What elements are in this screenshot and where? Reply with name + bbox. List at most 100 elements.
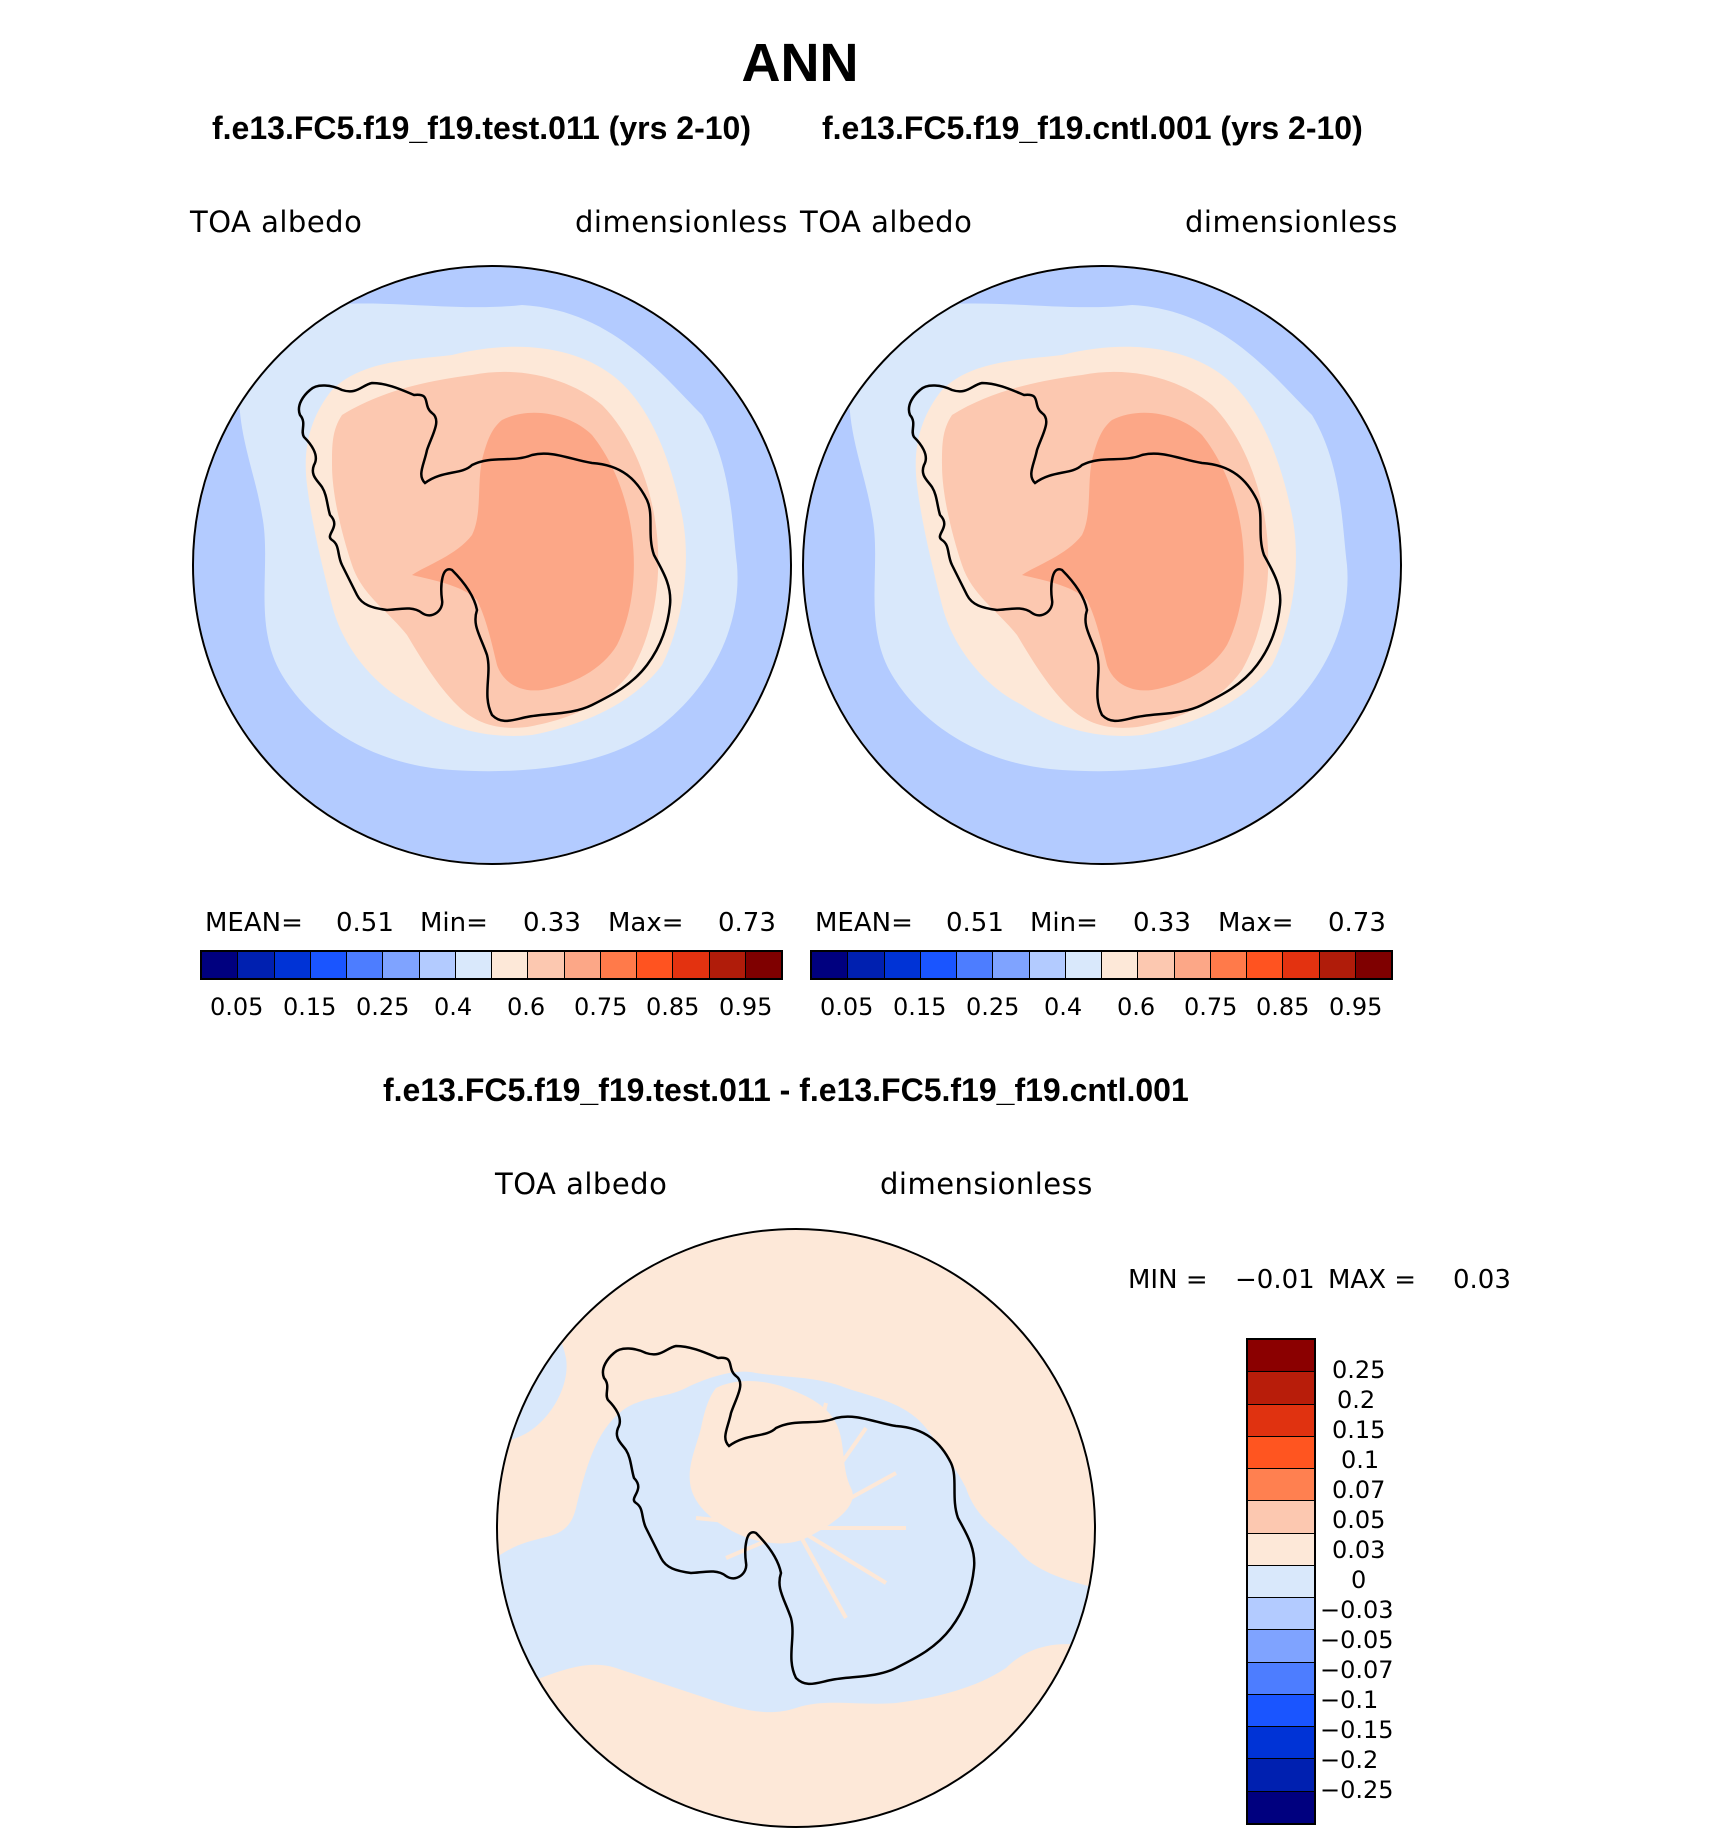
difference-max-value: 0.03 [1453, 1265, 1511, 1295]
colorbar-swatch [1029, 952, 1066, 978]
colorbar-swatch [1248, 1404, 1314, 1437]
colorbar-swatch [1248, 1662, 1314, 1695]
control-colorbar-tick: 0.75 [1184, 993, 1238, 1021]
difference-colorbar-tick: −0.05 [1320, 1626, 1394, 1654]
colorbar-swatch [1248, 1630, 1314, 1663]
colorbar-swatch [637, 952, 674, 978]
colorbar-swatch [1102, 952, 1139, 978]
difference-colorbar-tick: 0.05 [1332, 1506, 1386, 1534]
difference-max-label: MAX = [1328, 1265, 1417, 1295]
control-mean-value: 0.51 [946, 908, 1004, 938]
difference-variable-label: TOA albedo [495, 1167, 668, 1201]
test-min-label: Min= [420, 908, 488, 938]
control-max-value: 0.73 [1328, 908, 1386, 938]
colorbar-swatch [1248, 1694, 1314, 1728]
difference-colorbar-tick: −0.15 [1320, 1716, 1394, 1744]
interior-area [1022, 412, 1244, 691]
test-colorbar-tick: 0.95 [719, 993, 773, 1021]
test-max-value: 0.73 [718, 908, 776, 938]
difference-colorbar-tick: 0.15 [1332, 1416, 1386, 1444]
colorbar-swatch [347, 952, 384, 978]
test-colorbar [200, 950, 783, 980]
colorbar-swatch [1283, 952, 1320, 978]
test-units-label: dimensionless [575, 205, 788, 239]
test-max-label: Max= [608, 908, 684, 938]
difference-colorbar-tick: 0.1 [1341, 1446, 1380, 1474]
colorbar-swatch [1174, 952, 1211, 978]
interior-area [412, 412, 634, 691]
test-min-value: 0.33 [523, 908, 581, 938]
colorbar-swatch [1248, 1340, 1314, 1373]
difference-colorbar-tick: −0.25 [1320, 1776, 1394, 1804]
test-colorbar-tick: 0.05 [210, 993, 264, 1021]
control-map [802, 265, 1402, 865]
colorbar-swatch [1248, 1759, 1314, 1792]
colorbar-swatch [1138, 952, 1175, 978]
control-max-label: Max= [1218, 908, 1294, 938]
colorbar-swatch [238, 952, 275, 978]
difference-colorbar-tick: 0.07 [1332, 1476, 1386, 1504]
difference-colorbar-tick: 0.2 [1337, 1386, 1376, 1414]
colorbar-swatch [957, 952, 994, 978]
test-mean-label: MEAN= [205, 908, 303, 938]
test-colorbar-tick: 0.75 [574, 993, 628, 1021]
control-min-value: 0.33 [1133, 908, 1191, 938]
negative-difference-area [498, 1371, 1094, 1713]
colorbar-swatch [1248, 1565, 1314, 1599]
colorbar-swatch [709, 952, 746, 978]
control-min-label: Min= [1030, 908, 1098, 938]
difference-colorbar-tick: 0.03 [1332, 1536, 1386, 1564]
control-variable-label: TOA albedo [800, 205, 973, 239]
colorbar-swatch [1247, 952, 1284, 978]
difference-colorbar-tick: −0.2 [1320, 1746, 1379, 1774]
colorbar-swatch [673, 952, 710, 978]
colorbar-swatch [202, 952, 239, 978]
control-colorbar-tick: 0.6 [1117, 993, 1156, 1021]
control-colorbar-tick: 0.25 [966, 993, 1020, 1021]
colorbar-swatch [564, 952, 601, 978]
test-colorbar-tick: 0.15 [283, 993, 337, 1021]
control-units-label: dimensionless [1185, 205, 1398, 239]
colorbar-swatch [600, 952, 637, 978]
colorbar-swatch [274, 952, 311, 978]
colorbar-swatch [920, 952, 957, 978]
control-colorbar-tick: 0.4 [1044, 993, 1083, 1021]
difference-colorbar-tick: −0.07 [1320, 1656, 1394, 1684]
colorbar-swatch [1248, 1598, 1314, 1631]
colorbar-swatch [884, 952, 921, 978]
colorbar-swatch [1248, 1533, 1314, 1566]
test-mean-value: 0.51 [336, 908, 394, 938]
test-case-title: f.e13.FC5.f19_f19.test.011 (yrs 2-10) [212, 110, 751, 146]
test-colorbar-tick: 0.25 [356, 993, 410, 1021]
colorbar-swatch [1248, 1791, 1314, 1823]
difference-colorbar-tick: −0.1 [1320, 1686, 1379, 1714]
colorbar-swatch [848, 952, 885, 978]
difference-min-value: −0.01 [1235, 1265, 1315, 1295]
difference-map [496, 1228, 1096, 1828]
colorbar-swatch [993, 952, 1030, 978]
test-map [192, 265, 792, 865]
difference-colorbar [1246, 1338, 1316, 1825]
colorbar-swatch [419, 952, 456, 978]
colorbar-swatch [1355, 952, 1391, 978]
control-case-title: f.e13.FC5.f19_f19.cntl.001 (yrs 2-10) [822, 110, 1363, 146]
test-colorbar-tick: 0.4 [434, 993, 473, 1021]
positive-difference-area [594, 1678, 713, 1744]
control-colorbar-tick: 0.95 [1329, 993, 1383, 1021]
colorbar-swatch [455, 952, 492, 978]
control-colorbar-tick: 0.85 [1256, 993, 1310, 1021]
test-variable-label: TOA albedo [190, 205, 363, 239]
test-colorbar-tick: 0.6 [507, 993, 546, 1021]
colorbar-swatch [812, 952, 849, 978]
control-colorbar [810, 950, 1393, 980]
colorbar-swatch [745, 952, 781, 978]
colorbar-swatch [310, 952, 347, 978]
difference-units-label: dimensionless [880, 1167, 1093, 1201]
control-colorbar-tick: 0.05 [820, 993, 874, 1021]
colorbar-swatch [1248, 1436, 1314, 1470]
colorbar-swatch [1248, 1372, 1314, 1405]
colorbar-swatch [383, 952, 420, 978]
control-mean-label: MEAN= [815, 908, 913, 938]
colorbar-swatch [492, 952, 529, 978]
difference-colorbar-tick: 0.25 [1332, 1356, 1386, 1384]
